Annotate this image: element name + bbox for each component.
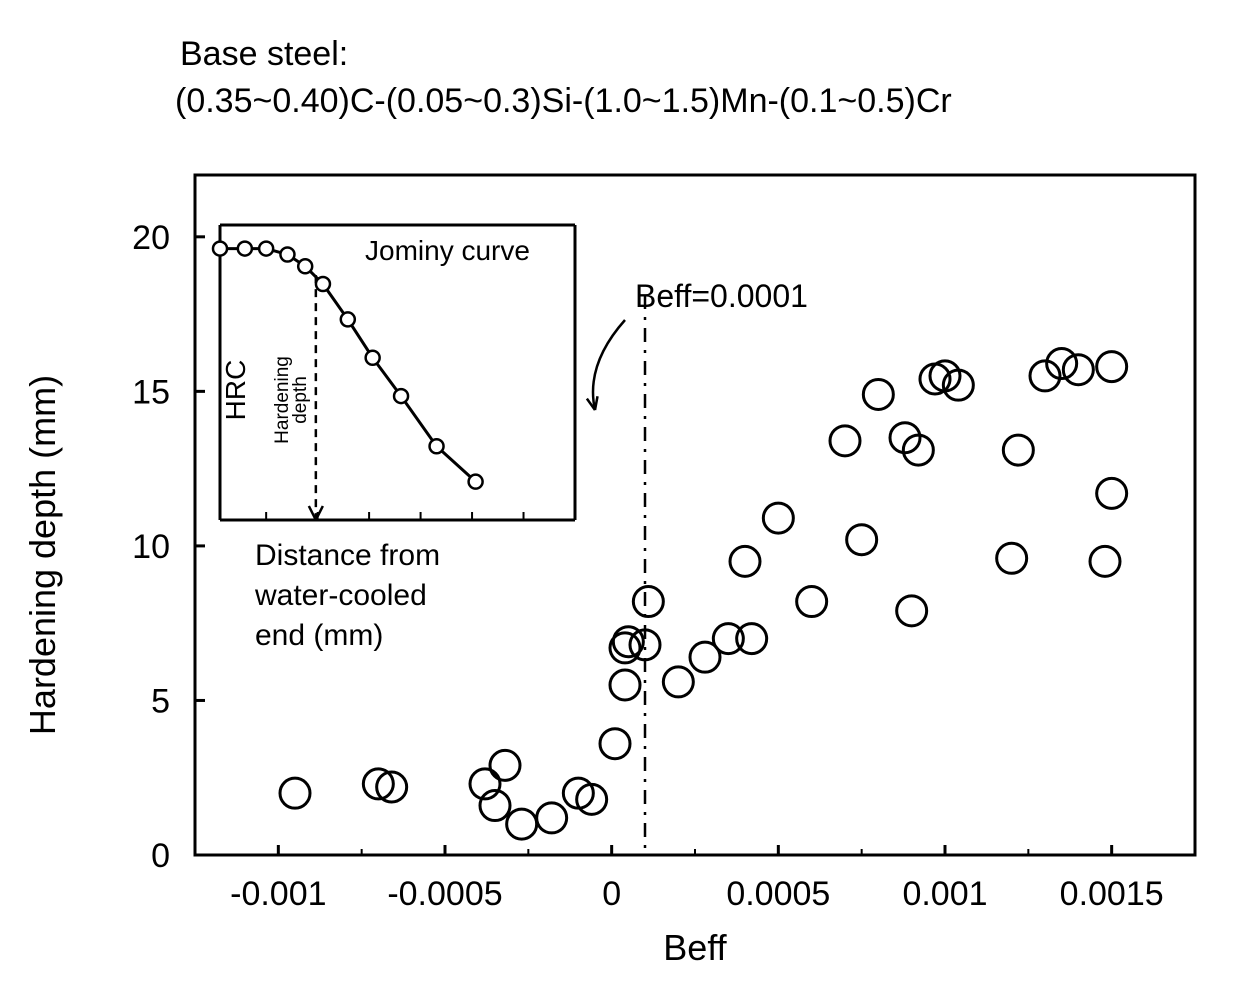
inset-plot: Jominy curveHRCHardeningdepthDistance fr… [213,225,575,652]
inset-data-point [238,242,252,256]
data-point [997,543,1027,573]
data-point [600,729,630,759]
inset-xlabel: water-cooled [254,579,427,612]
inset-data-point [469,475,483,489]
x-axis-label: Beff [663,927,727,968]
data-point [730,546,760,576]
inset-title: Jominy curve [365,235,530,266]
data-point [633,587,663,617]
chart-title-line2: (0.35~0.40)C-(0.05~0.3)Si-(1.0~1.5)Mn-(0… [175,82,952,120]
inset-data-point [280,248,294,262]
data-point [1090,546,1120,576]
inset-xlabel: Distance from [255,539,440,572]
ytick-label: 20 [132,219,170,257]
xtick-label: 0.0005 [726,875,830,913]
inset-arrow-head-icon [309,506,323,520]
xtick-label: -0.001 [230,875,326,913]
xtick-label: 0 [602,875,621,913]
inset-hardening-depth-label: depth [290,376,311,424]
inset-ylabel: HRC [220,360,251,421]
inset-data-point [213,242,227,256]
data-point [663,667,693,697]
inset-data-point [259,242,273,256]
ytick-label: 5 [151,682,170,720]
data-point [903,435,933,465]
reference-label: Beff=0.0001 [635,278,808,314]
plot-border [195,175,1195,855]
data-point [713,624,743,654]
xtick-label: -0.0005 [387,875,502,913]
data-point [830,426,860,456]
ytick-label: 0 [151,837,170,875]
ytick-label: 15 [132,373,170,411]
inset-xlabel: end (mm) [255,619,383,652]
inset-data-point [394,389,408,403]
inset-data-point [430,439,444,453]
chart-canvas: -0.001 -0.0005 0 0.0005 0.001 0.0015 0 5 10 15 20 B… [0,0,1250,992]
data-point [863,379,893,409]
data-point [847,525,877,555]
data-point [280,778,310,808]
chart-title-line1: Base steel: [180,35,348,73]
inset-data-point [366,351,380,365]
data-point [1097,352,1127,382]
data-point [1063,355,1093,385]
data-point [1003,435,1033,465]
data-point [797,587,827,617]
xtick-label: 0.001 [902,875,987,913]
data-point [507,809,537,839]
data-point [897,596,927,626]
inset-data-point [316,277,330,291]
data-point [763,503,793,533]
inset-data-point [298,259,312,273]
data-point [537,803,567,833]
data-point [610,670,640,700]
data-point [737,624,767,654]
data-point [490,750,520,780]
data-point [890,423,920,453]
inset-data-point [341,312,355,326]
ytick-label: 10 [132,528,170,566]
data-point [1097,478,1127,508]
y-axis-label: Hardening depth (mm) [22,375,63,735]
xtick-label: 0.0015 [1060,875,1164,913]
